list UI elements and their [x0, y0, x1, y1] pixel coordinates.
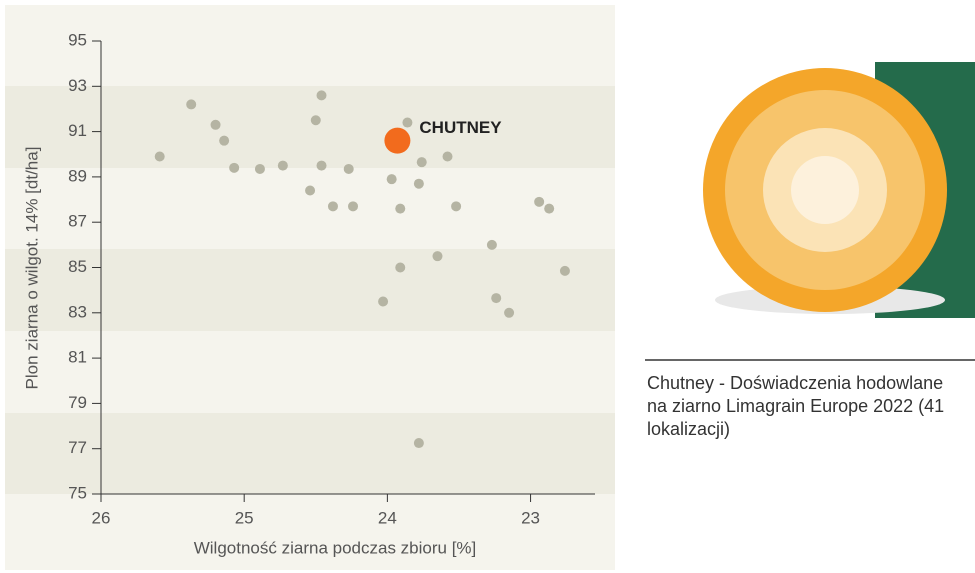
x-tick-label: 23: [521, 508, 540, 527]
y-tick-label: 79: [68, 393, 87, 412]
point: [402, 117, 413, 128]
band: [5, 249, 615, 331]
caption: Chutney - Doświadczenia hodowlane na zia…: [647, 373, 945, 439]
band: [5, 413, 615, 494]
point: [432, 251, 443, 262]
y-tick-label: 91: [68, 121, 87, 140]
y-tick-label: 75: [68, 483, 87, 502]
point: [386, 174, 397, 185]
point: [486, 239, 497, 250]
y-tick-label: 89: [68, 166, 87, 185]
point: [504, 307, 515, 318]
highlight-point: [384, 127, 411, 154]
y-tick-label: 83: [68, 302, 87, 321]
point: [451, 201, 462, 212]
point: [534, 196, 545, 207]
x-axis-label: Wilgotność ziarna podczas zbioru [%]: [194, 538, 477, 557]
y-tick-label: 81: [68, 348, 87, 367]
point: [277, 160, 288, 171]
point: [229, 162, 240, 173]
point: [348, 201, 359, 212]
point: [154, 151, 165, 162]
y-tick-label: 85: [68, 257, 87, 276]
x-tick-label: 24: [378, 508, 397, 527]
point: [305, 185, 316, 196]
point: [395, 203, 406, 214]
point: [378, 296, 389, 307]
y-tick-label: 95: [68, 30, 87, 49]
point: [316, 160, 327, 171]
y-tick-label: 77: [68, 438, 87, 457]
point: [219, 135, 230, 146]
point: [210, 119, 221, 130]
point: [416, 157, 427, 168]
point: [316, 90, 327, 101]
point: [395, 262, 406, 273]
point: [442, 151, 453, 162]
point: [491, 293, 502, 304]
point: [254, 163, 265, 174]
point: [544, 203, 555, 214]
x-tick-label: 25: [235, 508, 254, 527]
highlight-label: CHUTNEY: [419, 118, 502, 137]
x-tick-label: 26: [92, 508, 111, 527]
corn-image: [703, 62, 975, 318]
point: [327, 201, 338, 212]
y-tick-label: 87: [68, 212, 87, 231]
point: [186, 99, 197, 110]
point: [413, 438, 424, 449]
point: [559, 265, 570, 276]
band: [5, 86, 615, 168]
point: [310, 115, 321, 126]
y-tick-label: 93: [68, 76, 87, 95]
point: [413, 178, 424, 189]
y-axis-label: Plon ziarna o wilgot. 14% [dt/ha]: [22, 147, 41, 390]
point: [343, 163, 354, 174]
